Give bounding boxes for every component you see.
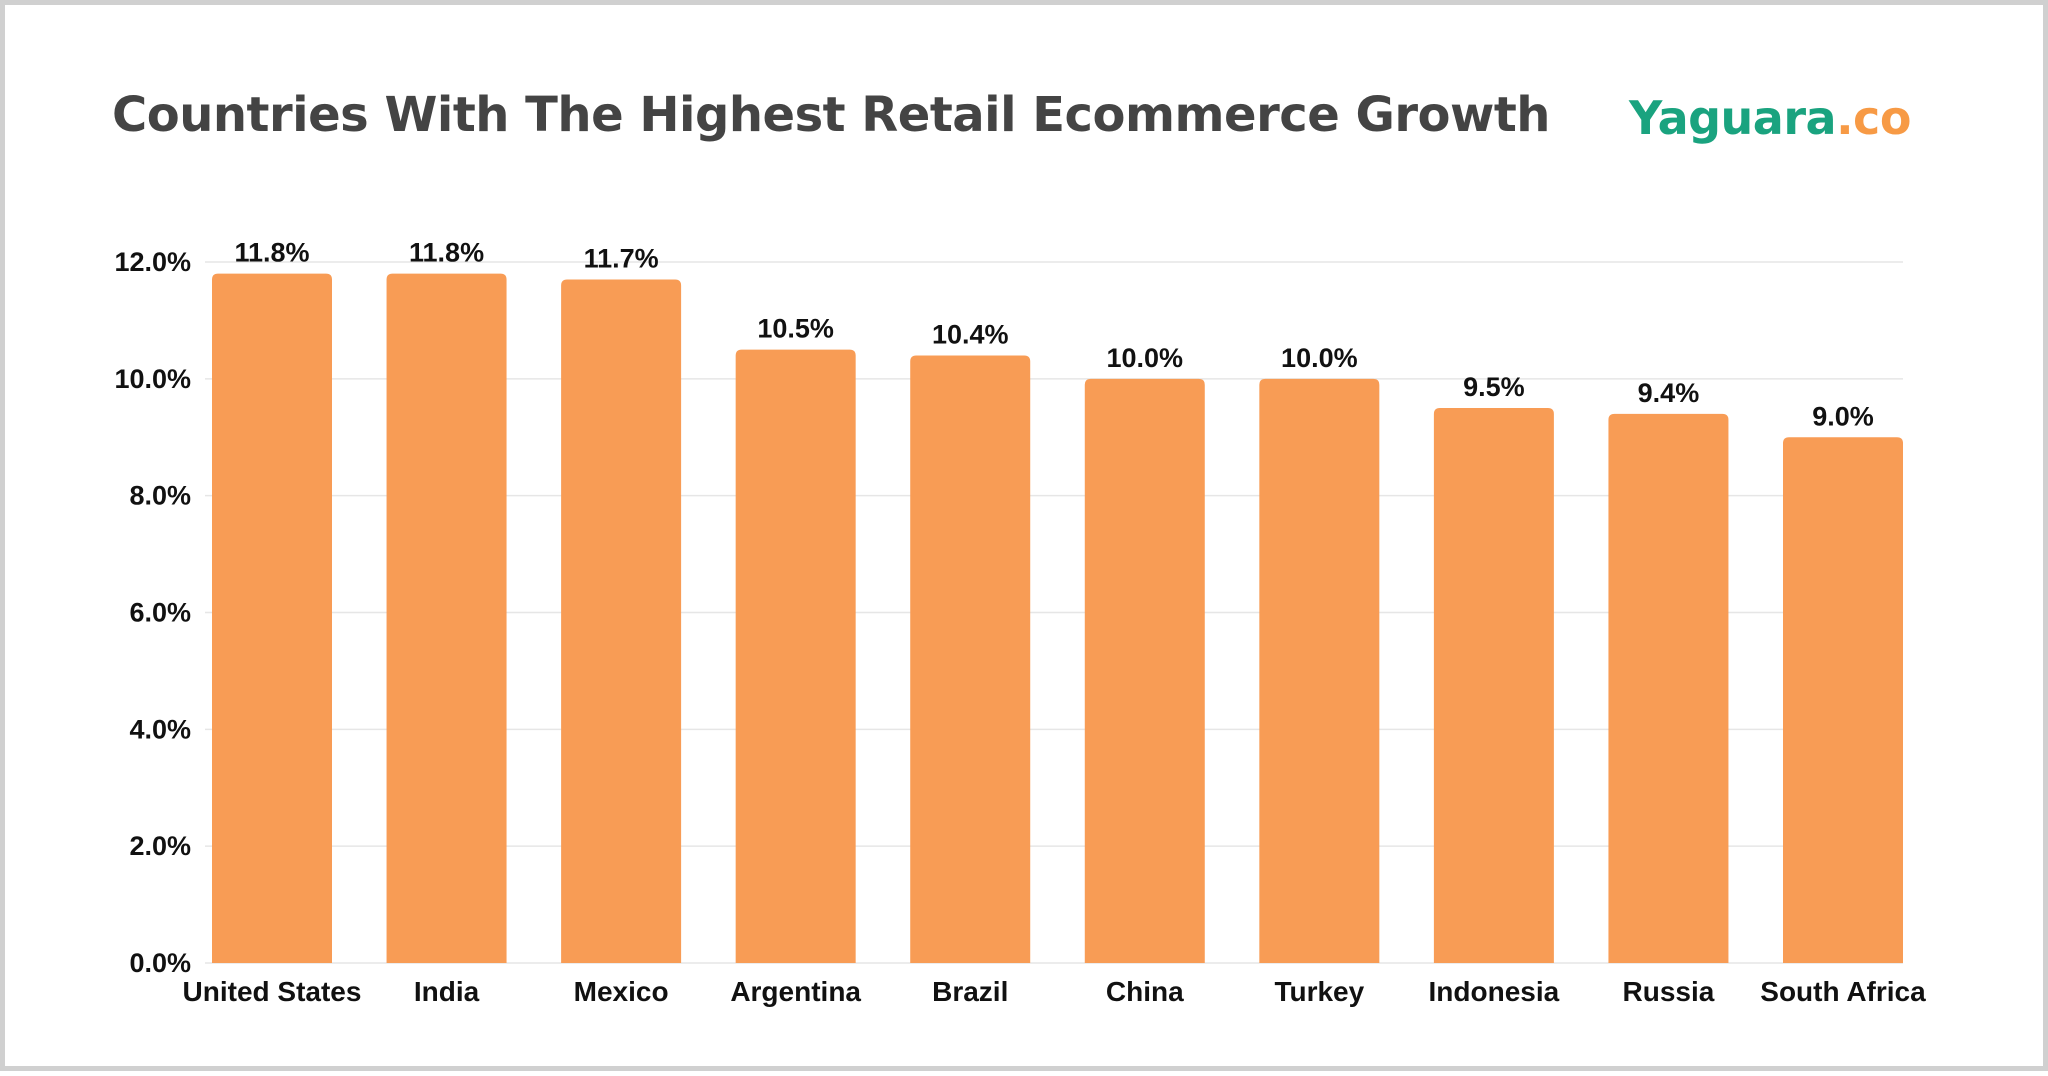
x-tick-label: Indonesia	[1429, 976, 1560, 1007]
brand-logo: Yaguara.co	[1629, 91, 1911, 145]
x-tick-label: United States	[183, 976, 362, 1007]
bar-india[interactable]	[386, 273, 507, 963]
bar-united-states[interactable]	[212, 273, 332, 963]
y-tick-label: 10.0%	[114, 364, 191, 394]
page-title: Countries With The Highest Retail Ecomme…	[112, 87, 1550, 143]
data-label: 11.8%	[409, 238, 484, 268]
bar-brazil[interactable]	[910, 355, 1031, 963]
bar-chart: 0.0% 2.0% 4.0% 6.0% 8.0% 10.0% 12.0% 11.8% Unite…	[114, 238, 1926, 1007]
y-tick-label: 4.0%	[129, 714, 191, 744]
data-label: 9.5%	[1463, 372, 1525, 402]
y-tick-label: 6.0%	[129, 598, 191, 628]
x-tick-label: Russia	[1623, 976, 1715, 1007]
bar-russia[interactable]	[1608, 413, 1729, 964]
x-tick-label: Argentina	[730, 976, 861, 1007]
data-label: 9.0%	[1812, 401, 1874, 431]
y-tick-label: 12.0%	[114, 247, 191, 277]
y-tick-label: 8.0%	[129, 481, 191, 511]
data-label: 9.4%	[1638, 378, 1700, 408]
x-tick-label: Brazil	[932, 976, 1008, 1007]
bar-argentina[interactable]	[735, 349, 856, 963]
data-label: 10.5%	[757, 314, 834, 344]
data-label: 10.4%	[932, 319, 1009, 349]
data-label: 11.7%	[584, 244, 659, 274]
y-tick-label: 0.0%	[129, 948, 191, 978]
bar-mexico[interactable]	[561, 279, 682, 963]
bar-turkey[interactable]	[1259, 378, 1380, 963]
x-tick-label: India	[414, 976, 480, 1007]
x-tick-label: Turkey	[1274, 976, 1364, 1007]
bar-south-africa[interactable]	[1783, 437, 1903, 963]
logo-main-text: Yaguara	[1629, 91, 1837, 145]
x-tick-label: China	[1106, 976, 1184, 1007]
x-tick-label: Mexico	[574, 976, 669, 1007]
bar-china[interactable]	[1084, 378, 1205, 963]
logo-suffix-text: .co	[1836, 91, 1911, 145]
bar-indonesia[interactable]	[1433, 408, 1554, 964]
data-label: 10.0%	[1281, 343, 1358, 373]
data-label: 11.8%	[234, 238, 309, 268]
y-tick-label: 2.0%	[129, 831, 191, 861]
data-label: 10.0%	[1106, 343, 1183, 373]
x-tick-label: South Africa	[1760, 976, 1926, 1007]
